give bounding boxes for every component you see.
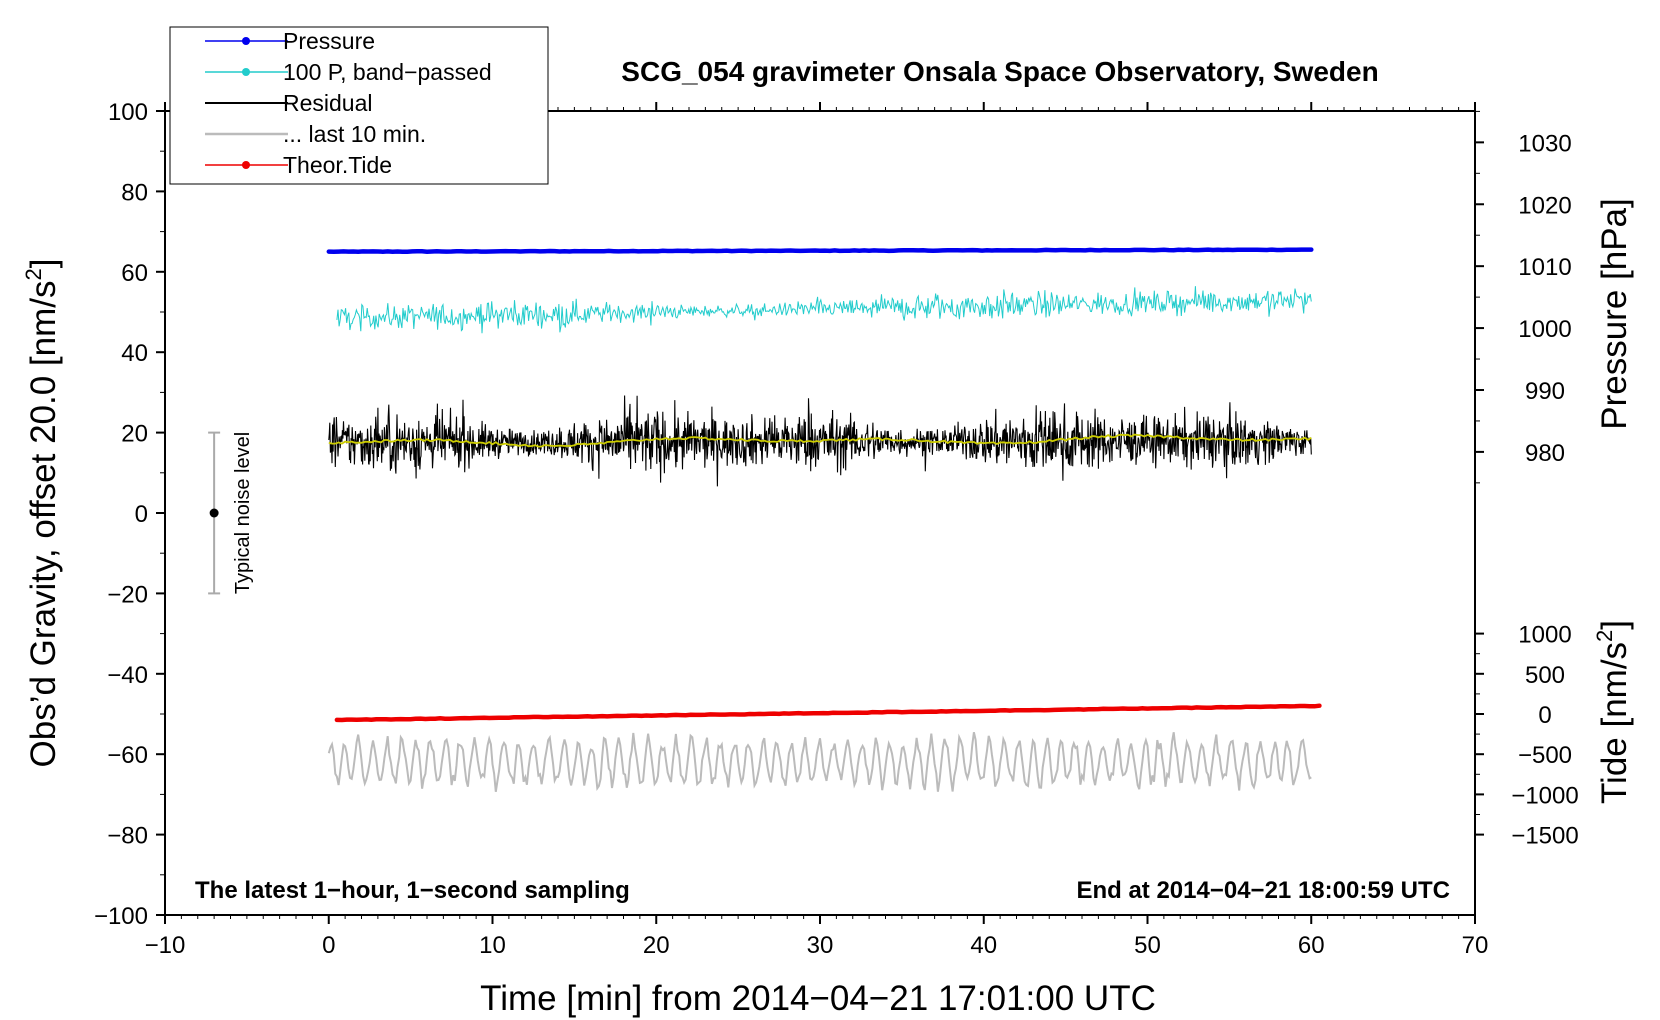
x-tick-label: −10 — [145, 932, 186, 959]
series-theor-tide — [334, 703, 1322, 723]
pressure-axis-ticks: 980 990 1000 1010 1020 1030 — [1475, 110, 1572, 484]
plot-frame — [164, 110, 1476, 916]
tide-axis-label-end: ] — [1595, 620, 1634, 630]
tide-axis-label-text: Tide [nm/s — [1595, 642, 1634, 804]
pressure-tick-label: 1020 — [1518, 192, 1571, 219]
y-tick-label: −40 — [107, 662, 148, 689]
series-last-10-min — [327, 731, 1312, 792]
y-tick-label: 60 — [121, 260, 148, 287]
noise-center-dot — [209, 508, 219, 518]
annotation-bottom-left: The latest 1−hour, 1−second sampling — [195, 877, 630, 904]
tide-tick-label: 1000 — [1518, 622, 1571, 649]
x-tick-label: 60 — [1298, 932, 1325, 959]
legend-label-last10: ... last 10 min. — [283, 121, 426, 147]
x-tick-label: 30 — [807, 932, 834, 959]
y-axis-label: Obs’d Gravity, offset 20.0 [nm/s2] — [21, 259, 63, 768]
legend: Pressure 100 P, band−passed Residual ...… — [169, 26, 549, 185]
legend-label-bandpass: 100 P, band−passed — [283, 59, 492, 85]
noise-label: Typical noise level — [232, 432, 254, 594]
y-tick-label: −60 — [107, 742, 148, 769]
noise-indicator: Typical noise level — [208, 431, 254, 595]
x-tick-label: 50 — [1134, 932, 1161, 959]
x-tick-label: 40 — [970, 932, 997, 959]
chart-title: SCG_054 gravimeter Onsala Space Observat… — [621, 56, 1378, 87]
tide-axis-ticks: −1500 −1000 −500 0 500 1000 — [1475, 622, 1579, 850]
x-axis-label: Time [min] from 2014−04−21 17:01:00 UTC — [480, 979, 1156, 1018]
x-axis-ticks: −10 0 10 20 30 40 50 60 70 — [145, 102, 1489, 959]
tide-tick-label: −500 — [1518, 742, 1572, 769]
pressure-tick-label: 1000 — [1518, 316, 1571, 343]
tide-tick-label: 500 — [1525, 662, 1565, 689]
y-axis-label-text: Obs’d Gravity, offset 20.0 [nm/s — [24, 281, 63, 768]
y-tick-label: 0 — [135, 501, 148, 528]
series-group — [326, 247, 1322, 792]
x-tick-label: 20 — [643, 932, 670, 959]
series-pressure — [326, 247, 1314, 255]
pressure-tick-label: 1030 — [1518, 130, 1571, 157]
tide-axis-label: Tide [nm/s2] — [1592, 620, 1634, 804]
legend-label-residual: Residual — [283, 90, 373, 116]
y-tick-label: −100 — [94, 903, 148, 930]
x-tick-label: 10 — [479, 932, 506, 959]
legend-label-tide: Theor.Tide — [283, 152, 392, 178]
tide-tick-label: 0 — [1538, 702, 1551, 729]
legend-label-pressure: Pressure — [283, 28, 375, 54]
y-axis-label-end: ] — [24, 259, 63, 269]
y-tick-label: 80 — [121, 179, 148, 206]
legend-marker-tide — [242, 161, 250, 169]
legend-marker-pressure — [242, 37, 250, 45]
y-tick-label: −20 — [107, 581, 148, 608]
tide-tick-label: −1500 — [1511, 823, 1578, 850]
pressure-tick-label: 980 — [1525, 440, 1565, 467]
legend-box — [169, 26, 549, 185]
y-tick-label: 20 — [121, 421, 148, 448]
y-tick-label: 100 — [108, 99, 148, 126]
y-tick-label: 40 — [121, 340, 148, 367]
y-tick-label: −80 — [107, 823, 148, 850]
pressure-tick-label: 1010 — [1518, 254, 1571, 281]
tide-axis-label-sup: 2 — [1592, 630, 1617, 642]
series-100-p-band-passed — [336, 286, 1312, 334]
y-axis-label-sup: 2 — [21, 268, 46, 280]
pressure-tick-label: 990 — [1525, 378, 1565, 405]
x-tick-label: 70 — [1462, 932, 1489, 959]
series-residual-smoothed — [328, 433, 1312, 448]
x-tick-label: 0 — [322, 932, 335, 959]
legend-marker-bandpass — [242, 68, 250, 76]
tide-tick-label: −1000 — [1511, 782, 1578, 809]
pressure-axis-label: Pressure [hPa] — [1595, 198, 1634, 430]
y-axis-ticks: −100 −80 −60 −40 −20 0 20 40 60 80 100 — [94, 99, 165, 930]
annotation-bottom-right: End at 2014−04−21 18:00:59 UTC — [1076, 877, 1450, 904]
